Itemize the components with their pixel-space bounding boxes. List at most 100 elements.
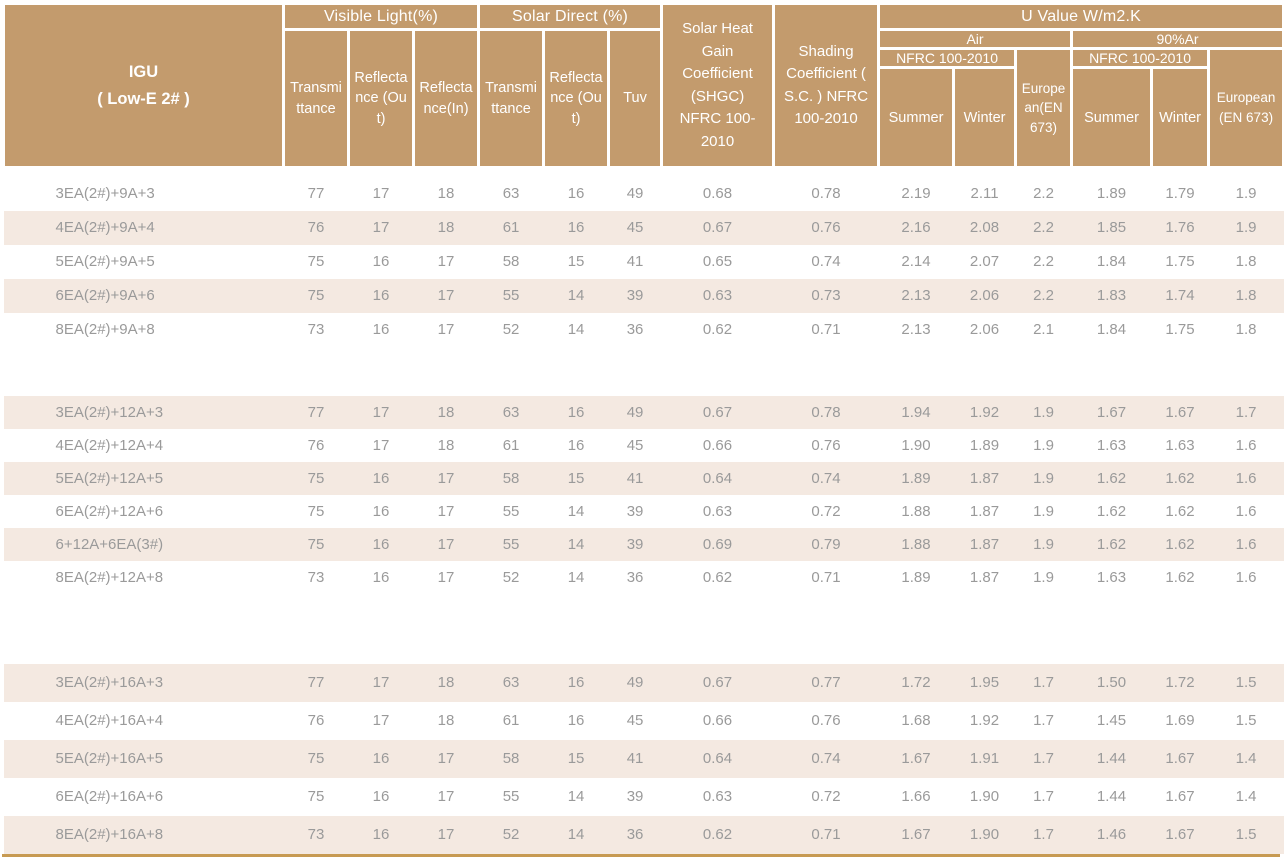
table-row: 8EA(2#)+16A+8 73 16 17 52 14 36 0.62 0.71 1.67 1.9… (3, 815, 1284, 854)
table-row: 8EA(2#)+9A+8 73 16 17 52 14 36 0.62 0.71 2.13 2.06… (4, 313, 1284, 347)
value-cell: 39 (608, 527, 662, 561)
value-cell: 16 (543, 395, 609, 429)
value-cell: 41 (608, 739, 662, 778)
value-cell: 36 (626, 568, 644, 586)
value-cell: 17 (437, 321, 455, 338)
table-row: 8EA(2#)+12A+8 73 16 17 52 14 36 0.62 0.71 1.89 1.8… (4, 561, 1284, 594)
value-cell: 17 (413, 815, 479, 854)
value-cell: 63 (478, 663, 544, 702)
value-cell: 2.2 (1033, 253, 1054, 270)
value-cell: 1.8 (1235, 321, 1257, 338)
header-row-standard: NFRC 100-2010 European(EN 673) NFRC 100-… (4, 47, 1286, 169)
value-cell: 76 (307, 436, 325, 454)
value-cell: 1.45 (1096, 712, 1127, 729)
value-cell: 18 (413, 210, 479, 245)
value-cell: 1.69 (1165, 712, 1195, 729)
value-cell: 17 (413, 739, 479, 778)
table-row: 4EA(2#)+12A+4 76 17 18 61 16 45 0.66 0.76 1.90 1.8… (4, 429, 1284, 462)
value-cell: 18 (437, 436, 455, 454)
igu-label-cell: 3EA(2#)+16A+3 (3, 663, 284, 702)
value-cell: 1.62 (1071, 461, 1152, 495)
value-cell: 1.9 (1208, 210, 1284, 245)
value-cell: 75 (307, 788, 325, 805)
value-cell: 1.67 (1071, 395, 1152, 429)
value-cell: 16 (372, 788, 390, 805)
value-cell: 45 (608, 210, 662, 245)
shading-coefficient-column-header: Shading Coefficient ( S.C. ) NFRC 100-20… (772, 2, 881, 169)
value-cell: 1.5 (1208, 815, 1284, 854)
value-cell: 0.76 (811, 436, 841, 454)
value-cell: 15 (543, 461, 609, 495)
value-cell: 18 (413, 395, 479, 429)
value-cell: 1.72 (1151, 663, 1209, 702)
vl-reflectance-in-header: Reflectance(In) (411, 28, 481, 169)
value-cell: 0.76 (773, 210, 879, 245)
value-cell: 17 (437, 253, 455, 270)
table-row: 3EA(2#)+16A+3 77 17 18 63 16 49 0.67 0.77 1.72 1.9… (3, 663, 1284, 702)
igu-label-cell: 6EA(2#)+12A+6 (55, 502, 164, 520)
value-cell: 75 (283, 739, 349, 778)
value-cell: 49 (608, 395, 662, 429)
argon-european-header: European (EN 673) (1207, 47, 1286, 169)
value-cell: 1.83 (1071, 278, 1152, 313)
value-cell: 15 (543, 739, 609, 778)
value-cell: 36 (626, 321, 644, 338)
table-row: 3EA(2#)+12A+3 77 17 18 63 16 49 0.67 0.78 1.94 1.9… (3, 395, 1284, 429)
value-cell: 14 (543, 815, 609, 854)
igu-label-cell: 5EA(2#)+16A+5 (3, 739, 284, 778)
value-cell: 55 (502, 788, 520, 805)
value-cell: 1.9 (1033, 502, 1054, 520)
value-cell: 49 (608, 663, 662, 702)
value-cell: 2.16 (878, 210, 954, 245)
table-row: 5EA(2#)+12A+5 75 16 17 58 15 41 0.64 0.74 1.89 1.8… (3, 461, 1284, 495)
value-cell: 16 (567, 712, 585, 729)
table-row: 5EA(2#)+16A+5 75 16 17 58 15 41 0.64 0.74 1.67 1.9… (3, 739, 1284, 778)
value-cell: 17 (437, 502, 455, 520)
table-row: 4EA(2#)+9A+4 76 17 18 61 16 45 0.67 0.76 2.16 2.08… (3, 210, 1284, 245)
spacer-cell (3, 167, 1284, 177)
vl-reflectance-out-header: Reflectance (Out) (347, 28, 415, 169)
solar-direct-group-header: Solar Direct (%) (477, 2, 664, 31)
value-cell: 16 (567, 185, 585, 202)
value-cell: 41 (626, 253, 644, 270)
table-row: 6EA(2#)+9A+6 75 16 17 55 14 39 0.63 0.73 2.13 2.06… (3, 278, 1284, 313)
value-cell: 1.62 (1165, 502, 1195, 520)
value-cell: 55 (478, 278, 544, 313)
igu-label-cell: 3EA(2#)+12A+3 (3, 395, 284, 429)
value-cell: 17 (437, 788, 455, 805)
value-cell: 14 (567, 568, 585, 586)
value-cell: 14 (567, 321, 585, 338)
value-cell: 18 (413, 663, 479, 702)
spacer-row (3, 346, 1284, 396)
value-cell: 1.50 (1071, 663, 1152, 702)
value-cell: 52 (502, 321, 520, 338)
value-cell: 0.74 (773, 739, 879, 778)
value-cell: 0.67 (661, 395, 774, 429)
value-cell: 0.71 (773, 815, 879, 854)
value-cell: 0.71 (811, 568, 841, 586)
value-cell: 1.75 (1165, 321, 1195, 338)
value-cell: 39 (626, 502, 644, 520)
value-cell: 1.44 (1071, 739, 1152, 778)
value-cell: 0.63 (661, 278, 774, 313)
value-cell: 1.75 (1165, 253, 1195, 270)
value-cell: 0.66 (702, 712, 733, 729)
value-cell: 16 (372, 568, 390, 586)
value-cell: 16 (348, 739, 414, 778)
value-cell: 75 (283, 461, 349, 495)
sd-reflectance-out-header: Reflectance (Out) (542, 28, 611, 169)
value-cell: 0.67 (661, 663, 774, 702)
value-cell: 16 (543, 663, 609, 702)
value-cell: 2.2 (1033, 185, 1054, 202)
value-cell: 1.7 (1015, 739, 1072, 778)
value-cell: 39 (626, 788, 644, 805)
value-cell: 1.6 (1235, 502, 1257, 520)
value-cell: 2.2 (1015, 210, 1072, 245)
spacer-cell (3, 346, 1284, 396)
value-cell: 16 (567, 436, 585, 454)
value-cell: 0.72 (811, 788, 841, 805)
spacer-row (3, 167, 1284, 177)
argon-summer-header: Summer (1070, 66, 1154, 169)
igu-label-cell: 4EA(2#)+16A+4 (55, 712, 164, 729)
